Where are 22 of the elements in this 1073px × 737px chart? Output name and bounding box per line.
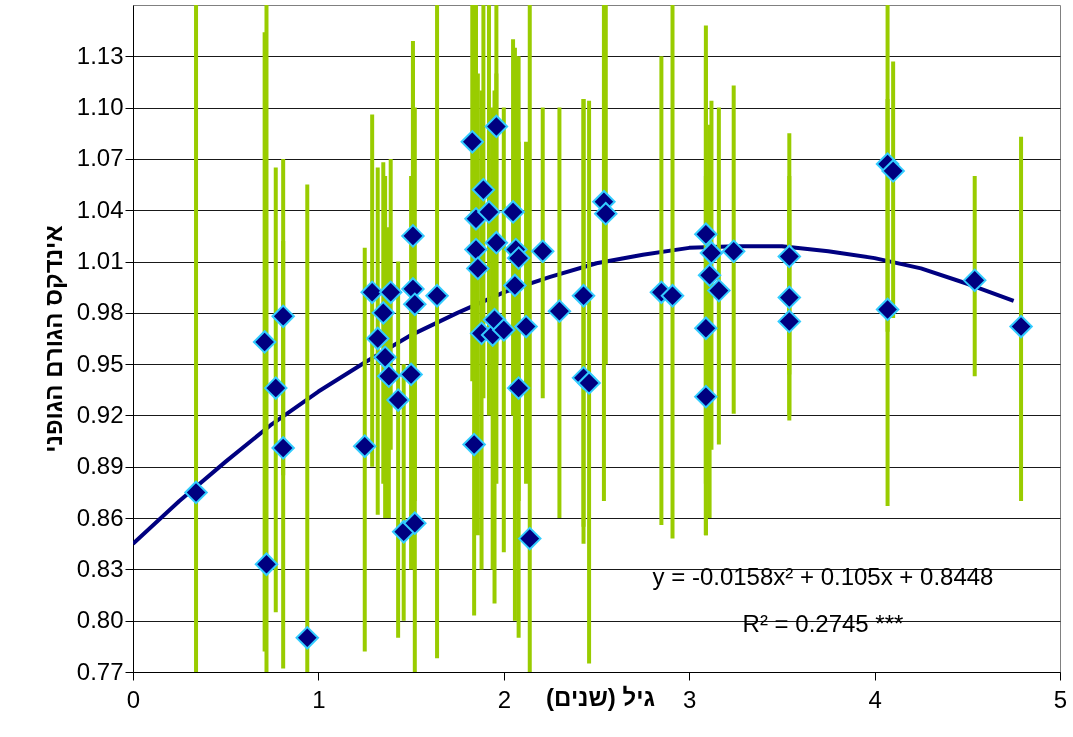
y-tick-label: 1.10 <box>76 93 124 121</box>
y-tick-label: 0.98 <box>76 298 124 326</box>
x-tick-label: 3 <box>683 685 697 713</box>
y-tick-label: 1.01 <box>76 247 124 275</box>
x-tick-label: 1 <box>312 685 326 713</box>
x-tick-label: 5 <box>1053 685 1068 713</box>
y-tick-label: 1.04 <box>76 195 124 223</box>
y-tick-label: 1.07 <box>76 144 124 172</box>
x-tick-label: 0 <box>126 685 141 713</box>
y-tick-label: 0.83 <box>76 554 124 582</box>
y-axis-title: אינדקס הגורם הגופני <box>39 225 67 453</box>
y-tick-label: 1.13 <box>76 41 124 69</box>
x-tick-label: 4 <box>868 685 882 713</box>
x-axis-title: גיל (שנים) <box>546 683 655 711</box>
y-tick-label: 0.80 <box>76 606 124 634</box>
y-tick-label: 0.86 <box>76 503 124 531</box>
y-tick-label: 0.89 <box>76 452 124 480</box>
annotation: y = -0.0158x² + 0.105x + 0.8448 <box>652 563 994 590</box>
y-tick-label: 0.77 <box>76 657 124 685</box>
y-tick-label: 0.92 <box>76 400 124 428</box>
x-tick-label: 2 <box>497 685 511 713</box>
y-tick-label: 0.95 <box>76 349 124 377</box>
